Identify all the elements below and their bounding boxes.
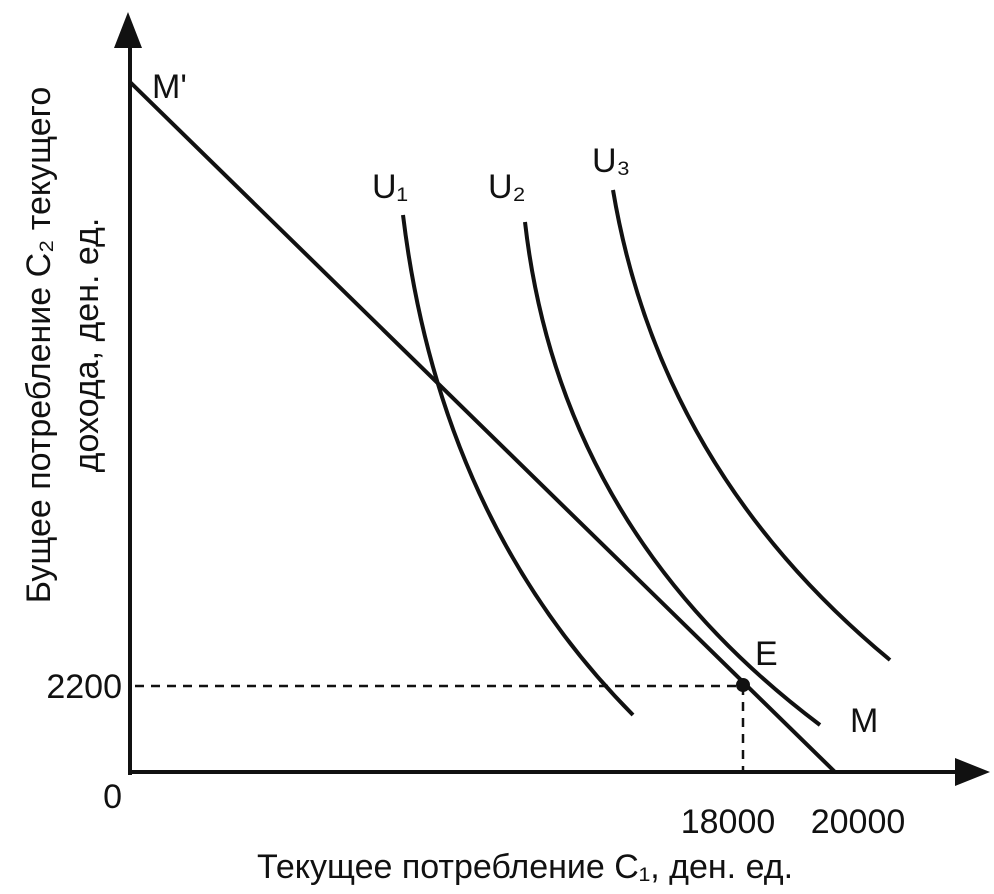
budget-start-label: M' [152,68,187,106]
curve-label: U₂ [488,168,526,206]
x-arrow [955,758,990,786]
y-arrow [114,12,142,48]
y-axis-label: Бущее потребление C₂ текущего [20,87,58,603]
curve-label: U₃ [592,142,630,180]
budget-end-label: M [850,702,878,740]
guide-lines [135,684,745,772]
budget-line [128,80,837,774]
equilibrium-point [736,678,750,692]
curve-label: U₁ [372,168,408,206]
x-axis-label: Текущее потребление C₁, ден. ед. [257,848,793,886]
indifference-curve [401,214,635,717]
indifference-curve [611,189,892,662]
y-axis-label: дохода, ден. ед. [68,218,106,473]
y-tick-label: 2200 [46,668,122,706]
x-tick-label: 18000 [681,803,776,841]
point-label: E [755,635,778,673]
indifference-curve [523,221,822,727]
origin-label: 0 [103,778,122,816]
x-tick-label: 20000 [811,803,906,841]
